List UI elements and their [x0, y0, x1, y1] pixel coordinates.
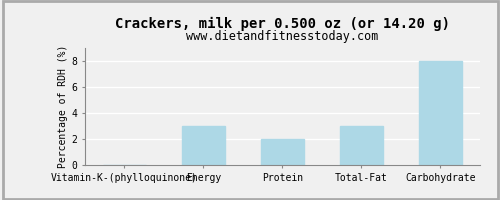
- Bar: [182, 126, 225, 165]
- Bar: [340, 126, 383, 165]
- Y-axis label: Percentage of RDH (%): Percentage of RDH (%): [58, 45, 68, 168]
- Bar: [260, 139, 304, 165]
- Text: www.dietandfitnesstoday.com: www.dietandfitnesstoday.com: [186, 30, 378, 43]
- Bar: [418, 61, 462, 165]
- Title: Crackers, milk per 0.500 oz (or 14.20 g): Crackers, milk per 0.500 oz (or 14.20 g): [115, 17, 450, 31]
